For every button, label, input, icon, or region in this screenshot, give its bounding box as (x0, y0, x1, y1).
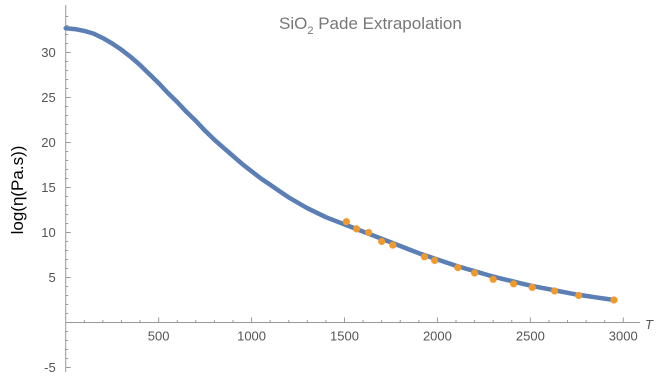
ticks: 500 1000 1500 2000 2500 3000 -5 5 10 15 20 25 30 (41, 16, 638, 375)
y-axis-title: log(η(Pa.s)) (8, 146, 27, 235)
data-point (489, 275, 497, 283)
y-tick-label: 5 (48, 270, 55, 285)
data-point (528, 283, 536, 291)
data-point (610, 296, 618, 304)
y-tick-label: 15 (41, 180, 55, 195)
data-point (378, 237, 386, 246)
data-point (550, 287, 559, 295)
data-point (470, 269, 479, 277)
title-rest: Pade Extrapolation (313, 14, 461, 33)
series-line-path (63, 25, 617, 303)
x-tick-label: 1000 (237, 329, 266, 344)
chart-title: SiO2 Pade Extrapolation (279, 14, 462, 37)
axes (65, 5, 640, 372)
y-tick-label: 30 (41, 45, 55, 60)
data-point (510, 280, 518, 288)
data-point (352, 225, 361, 233)
series-line (63, 25, 617, 303)
x-tick-label: 2500 (516, 329, 545, 344)
data-point (420, 253, 429, 261)
x-tick-label: 2000 (423, 329, 452, 344)
y-tick-label: 20 (41, 135, 55, 150)
series-points (342, 218, 618, 304)
y-tick-label: 10 (41, 225, 55, 240)
data-point (454, 264, 462, 272)
data-point (575, 291, 583, 300)
x-tick-label: 500 (148, 329, 170, 344)
y-tick-label: -5 (44, 360, 56, 375)
title-main: SiO (279, 14, 307, 33)
x-axis-title: T (645, 317, 654, 332)
data-point (431, 256, 439, 264)
data-point (389, 241, 397, 249)
x-tick-label: 1500 (330, 329, 359, 344)
data-point (342, 218, 350, 226)
data-point (365, 228, 373, 237)
y-tick-label: 25 (41, 90, 55, 105)
title-subscript: 2 (307, 25, 313, 37)
x-tick-label: 3000 (609, 329, 638, 344)
